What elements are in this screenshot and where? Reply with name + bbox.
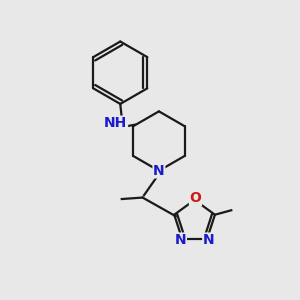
Text: N: N xyxy=(153,164,165,178)
Text: NH: NH xyxy=(104,116,128,130)
Text: N: N xyxy=(203,233,214,247)
Text: N: N xyxy=(175,233,186,247)
Text: O: O xyxy=(190,191,201,206)
